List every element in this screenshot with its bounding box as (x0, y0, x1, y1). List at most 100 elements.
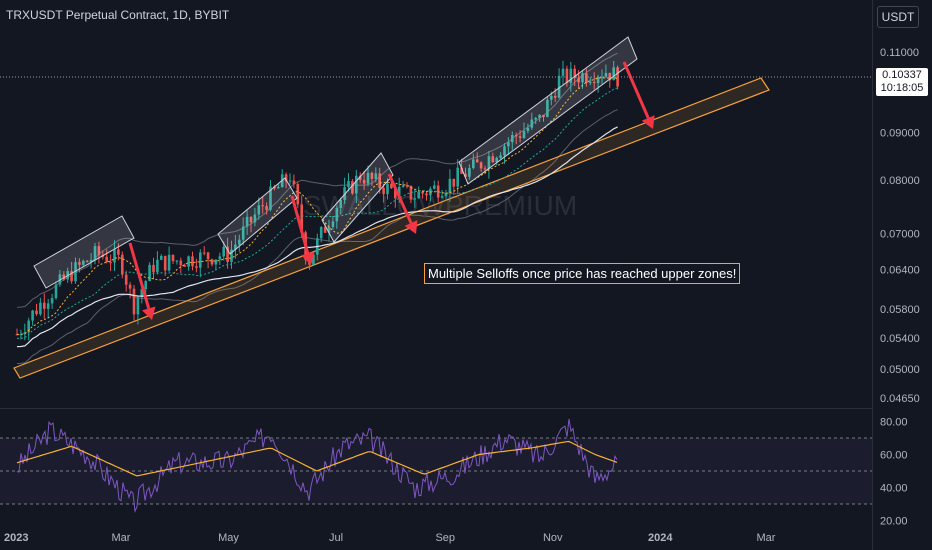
candle-body (596, 77, 600, 84)
candle-body (121, 254, 124, 275)
candle-body (62, 274, 66, 280)
candle-body (202, 252, 206, 254)
candle-body (105, 256, 108, 263)
candle-body (526, 127, 530, 132)
candle-body (491, 156, 495, 163)
candle-body (269, 186, 272, 210)
candle-body (179, 260, 183, 266)
resistance-zone (33, 215, 135, 289)
candle-body (15, 334, 19, 336)
candle-body (538, 114, 541, 119)
y-tick-label: 0.05400 (880, 333, 920, 345)
candle-body (483, 168, 487, 170)
candle-body (27, 320, 30, 333)
candle-body (550, 95, 553, 100)
candle-body (413, 198, 417, 200)
candle-body (370, 172, 374, 179)
y-tick-label: 0.08000 (880, 175, 920, 187)
rsi-tick-label: 60.00 (880, 450, 908, 462)
candle-body (249, 216, 253, 223)
candle-body (234, 244, 237, 250)
candle-body (124, 274, 128, 285)
x-tick-label: Mar (757, 532, 776, 544)
x-tick-label: Nov (543, 532, 563, 544)
rsi-tick-label: 20.00 (880, 516, 908, 528)
candle-body (394, 188, 397, 199)
y-tick-label: 0.09000 (880, 128, 920, 140)
bar-countdown: 10:18:05 (880, 82, 924, 94)
candle-body (565, 68, 569, 83)
candle-body (573, 68, 576, 78)
candle-body (366, 172, 370, 184)
candle-body (238, 239, 241, 245)
candle-body (592, 82, 596, 84)
candle-body (522, 131, 526, 138)
candle-body (230, 249, 233, 263)
candle-body (323, 227, 327, 233)
candle-body (132, 288, 136, 315)
bollinger-upper (16, 52, 618, 308)
rsi-tick-label: 80.00 (880, 417, 908, 429)
candle-body (347, 181, 350, 188)
candle-body (54, 284, 58, 299)
candle-body (390, 183, 393, 189)
rsi-tick-label: 40.00 (880, 483, 908, 495)
candle-body (144, 281, 147, 290)
candle-body (261, 205, 264, 207)
candle-body (499, 155, 502, 158)
annotation-callout: Multiple Selloffs once price has reached… (424, 263, 741, 284)
candle-body (378, 173, 381, 188)
candle-body (265, 206, 268, 210)
candle-body (31, 310, 34, 321)
selloff-arrow-head (641, 115, 655, 129)
candle-body (163, 255, 167, 271)
candle-body (425, 193, 428, 196)
candle-body (374, 173, 378, 179)
candle-body (175, 260, 179, 262)
candle-body (511, 134, 514, 143)
candle-body (46, 303, 50, 309)
candle-body (222, 246, 225, 257)
candle-body (472, 159, 475, 168)
candle-body (50, 298, 54, 304)
candle-body (343, 187, 346, 200)
candle-body (214, 259, 218, 265)
candle-body (589, 82, 592, 84)
candle-body (39, 302, 42, 315)
rsi-ma-line (16, 440, 618, 477)
candle-body (140, 289, 144, 298)
currency-unit-button[interactable]: USDT (877, 6, 919, 28)
resistance-zone (458, 36, 638, 185)
selloff-arrow-head (301, 251, 315, 265)
ma-long-line (16, 126, 618, 348)
candle-body (136, 297, 140, 315)
candle-body (70, 271, 73, 282)
candle-body (191, 256, 194, 267)
resistance-zone (321, 152, 394, 243)
rsi-band (0, 438, 872, 504)
candle-body (156, 259, 159, 273)
candle-body (331, 221, 335, 227)
candle-body (479, 162, 483, 169)
candle-body (206, 252, 210, 260)
selloff-arrow-shaft (290, 195, 310, 254)
candle-body (319, 227, 323, 239)
candle-body (569, 68, 573, 83)
candle-body (195, 266, 198, 268)
candle-body (171, 254, 175, 262)
candle-body (312, 254, 315, 265)
candle-body (148, 264, 151, 282)
candle-body (503, 146, 506, 156)
candle-body (456, 167, 459, 187)
candle-body (585, 73, 588, 83)
candle-body (604, 72, 608, 77)
selloff-arrow-shaft (622, 61, 650, 119)
candle-body (421, 191, 424, 194)
candle-body (581, 73, 584, 83)
candle-body (117, 249, 120, 255)
candle-body (460, 167, 463, 174)
selloff-arrow-shaft (128, 242, 151, 309)
candle-body (292, 180, 296, 185)
candle-body (440, 196, 444, 198)
